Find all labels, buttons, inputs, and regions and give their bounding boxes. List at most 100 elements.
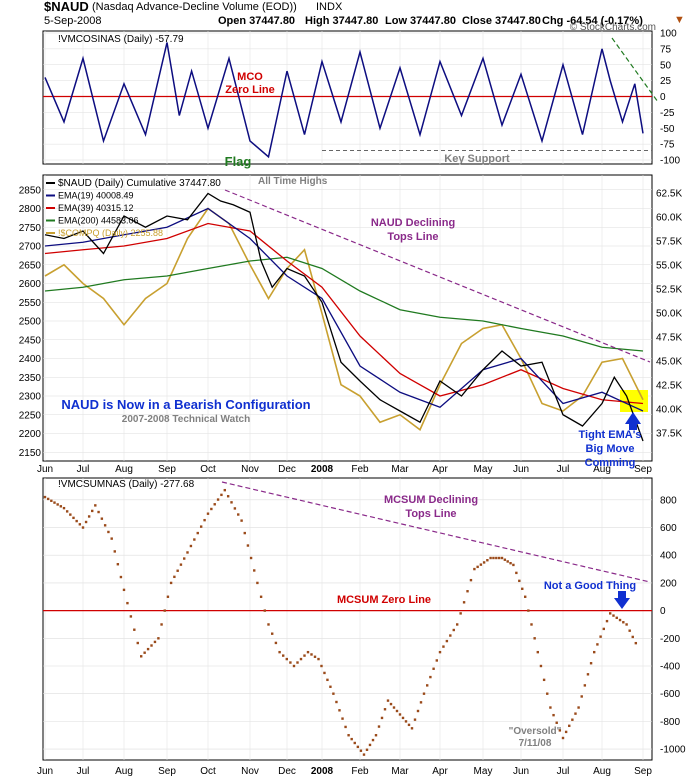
mcsum-point: [413, 718, 417, 721]
naud-y-tick: 2500: [19, 317, 42, 328]
mcsum-point: [103, 524, 107, 527]
oversold-date-label: 7/11/08: [519, 738, 552, 749]
naud-legend-entry: $NAUD (Daily) Cumulative 37447.80: [58, 178, 221, 189]
mcsum-point: [479, 563, 483, 566]
mcsum-point: [469, 578, 473, 582]
mcsum-point: [462, 601, 466, 604]
mcsum-point: [173, 575, 176, 579]
mcsum-point: [246, 544, 250, 547]
mcsum-point: [380, 716, 384, 720]
mcsum-point: [512, 563, 515, 567]
mcsum-y-tick: 200: [660, 578, 677, 589]
x-tick-label: Jul: [557, 766, 570, 777]
mcsum-point: [374, 734, 378, 737]
x-tick-label: Jul: [77, 766, 90, 777]
x-tick-label: 2008: [311, 464, 334, 475]
mcsum-point: [549, 706, 552, 709]
naud-y-tick-right: 60.0K: [656, 213, 682, 224]
mcsum-point: [419, 701, 423, 704]
mco-y-tick: 50: [660, 60, 672, 71]
mcsum-point: [634, 641, 638, 645]
close-value: Close 37447.80: [462, 15, 541, 27]
chart-date: 5-Sep-2008: [44, 15, 102, 27]
mcsum-point: [442, 645, 445, 648]
mcsum-point: [593, 650, 596, 654]
naud-y-tick: 2450: [19, 335, 42, 346]
mcsum-point: [143, 651, 146, 654]
stockcharts-watermark: © StockCharts.com: [570, 22, 656, 33]
mcsum-point: [220, 493, 223, 497]
mcsum-point: [326, 678, 329, 682]
mcsum-point: [332, 692, 335, 695]
mcsum-point: [157, 637, 160, 640]
symbol: $NAUD: [44, 0, 89, 14]
mcsum-point: [438, 650, 442, 654]
mcsum-point: [176, 569, 179, 572]
mcsum-point: [84, 520, 88, 524]
mcsum-point: [240, 519, 243, 522]
mcsum-point: [586, 673, 590, 676]
x-tick-label: Aug: [593, 464, 611, 475]
mcsum-point: [233, 507, 237, 510]
naud-series-1: [44, 207, 644, 412]
mcsum-point: [306, 650, 310, 654]
mcsum-point: [542, 678, 546, 682]
naud-tops-line-label: Tops Line: [387, 231, 438, 243]
mcsum-point: [91, 509, 94, 513]
flag-label: Flag: [225, 154, 252, 169]
mcsum-point: [558, 729, 562, 732]
big-move-label: Big Move: [586, 443, 635, 455]
tight-emas-label: Tight EMA's: [579, 429, 642, 441]
x-tick-label: 2008: [311, 766, 334, 777]
mcsum-point: [518, 579, 521, 583]
mcsum-point: [237, 513, 240, 516]
mcsum-point: [395, 709, 399, 713]
naud-y-tick: 2200: [19, 429, 42, 440]
mcsum-point: [223, 488, 226, 492]
mcsum-point: [489, 556, 492, 560]
mcsum-y-tick: 600: [660, 523, 677, 534]
mcsum-point: [515, 571, 518, 575]
up-arrow-icon: [625, 412, 641, 430]
mcsum-point: [503, 558, 507, 561]
naud-y-tick-right: 37.5K: [656, 429, 682, 440]
mcsum-point: [539, 664, 543, 668]
naud-y-tick: 2250: [19, 410, 42, 421]
mcsum-point: [452, 628, 455, 632]
mcsum-tops-line-label: Tops Line: [405, 508, 456, 520]
mcsum-point: [609, 612, 612, 615]
mcsum-y-tick: 800: [660, 495, 677, 506]
mcsum-point: [189, 544, 193, 548]
mcsum-point: [618, 618, 622, 622]
mcsum-point: [466, 590, 469, 593]
mco-zero-line-label: Zero Line: [225, 84, 275, 96]
x-tick-label: Feb: [351, 464, 369, 475]
mcsum-point: [555, 721, 558, 724]
dropdown-triangle-icon[interactable]: ▼: [674, 14, 685, 26]
mco-label: MCO: [237, 71, 263, 83]
down-arrow-icon: [614, 591, 630, 609]
mco-down-trendline: [611, 37, 659, 103]
x-tick-label: Jul: [557, 464, 570, 475]
x-tick-label: May: [474, 766, 493, 777]
mcsum-point: [323, 671, 326, 675]
mcsum-point: [310, 653, 313, 656]
mcsum-point: [69, 513, 72, 516]
mcsum-point: [87, 515, 91, 518]
mcsum-point: [263, 609, 266, 612]
naud-y-tick: 2650: [19, 260, 42, 271]
all-time-highs-label: All Time Highs: [258, 176, 328, 187]
mcsum-point: [259, 595, 263, 598]
mcsum-legend: !VMCSUMNAS (Daily) -277.68: [58, 479, 195, 490]
mco-y-tick: 25: [660, 76, 672, 87]
mcsum-point: [473, 567, 476, 571]
mcsum-point: [119, 575, 123, 579]
naud-y-tick-right: 40.0K: [656, 405, 682, 416]
mcsum-point: [445, 639, 449, 643]
mcsum-point: [59, 505, 63, 508]
naud-y-tick: 2750: [19, 223, 42, 234]
mcsum-point: [495, 556, 498, 560]
naud-y-tick-right: 62.5K: [656, 189, 682, 200]
symbol-description: (Nasdaq Advance-Decline Volume (EOD)): [92, 1, 297, 13]
mco-y-tick: 0: [660, 92, 666, 103]
